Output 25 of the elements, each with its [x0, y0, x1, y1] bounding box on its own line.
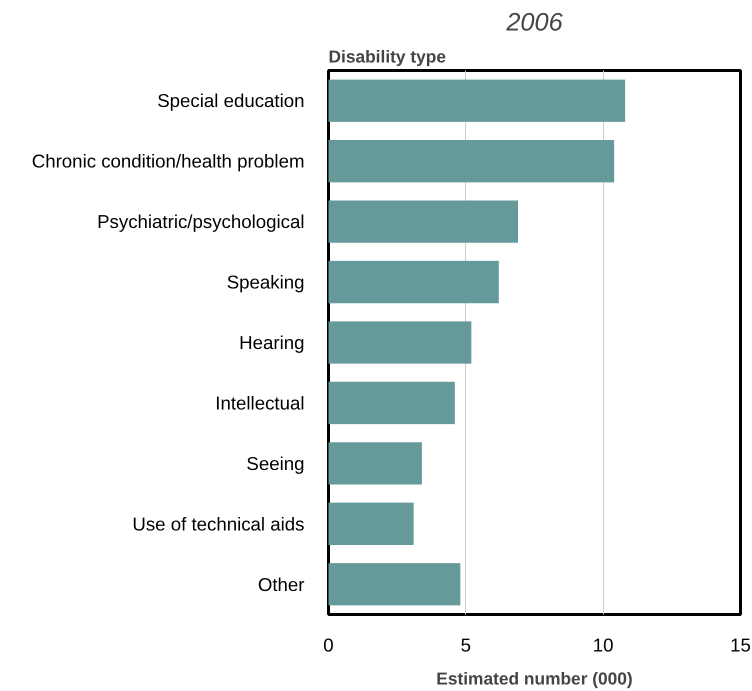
- y-tick-label: Intellectual: [215, 392, 305, 414]
- bar: [328, 260, 499, 304]
- bar: [328, 563, 460, 606]
- y-tick-label: Use of technical aids: [132, 513, 305, 534]
- y-tick-label: Psychiatric/psychological: [97, 211, 305, 232]
- x-tick-label: 10: [592, 634, 614, 656]
- chart-title: 2006: [505, 8, 564, 36]
- y-tick-label: Chronic condition/health problem: [32, 150, 305, 172]
- x-tick-label: 0: [323, 634, 334, 656]
- y-tick-label: Seeing: [246, 452, 305, 474]
- y-axis-title: Disability type: [328, 46, 446, 66]
- x-axis-title: Estimated number (000): [436, 668, 633, 688]
- bar: [328, 140, 614, 182]
- x-tick-label: 15: [730, 634, 751, 656]
- x-tick-label: 5: [460, 634, 472, 656]
- y-tick-label: Other: [258, 574, 305, 595]
- y-tick-label: Speaking: [226, 272, 304, 293]
- y-tick-label: Hearing: [239, 332, 305, 353]
- y-tick-label: Special education: [157, 90, 305, 112]
- bar: [328, 200, 518, 243]
- bar: [328, 442, 422, 485]
- bar: [328, 382, 455, 424]
- bar: [328, 502, 414, 545]
- bar: [328, 321, 472, 364]
- bar: [328, 80, 626, 122]
